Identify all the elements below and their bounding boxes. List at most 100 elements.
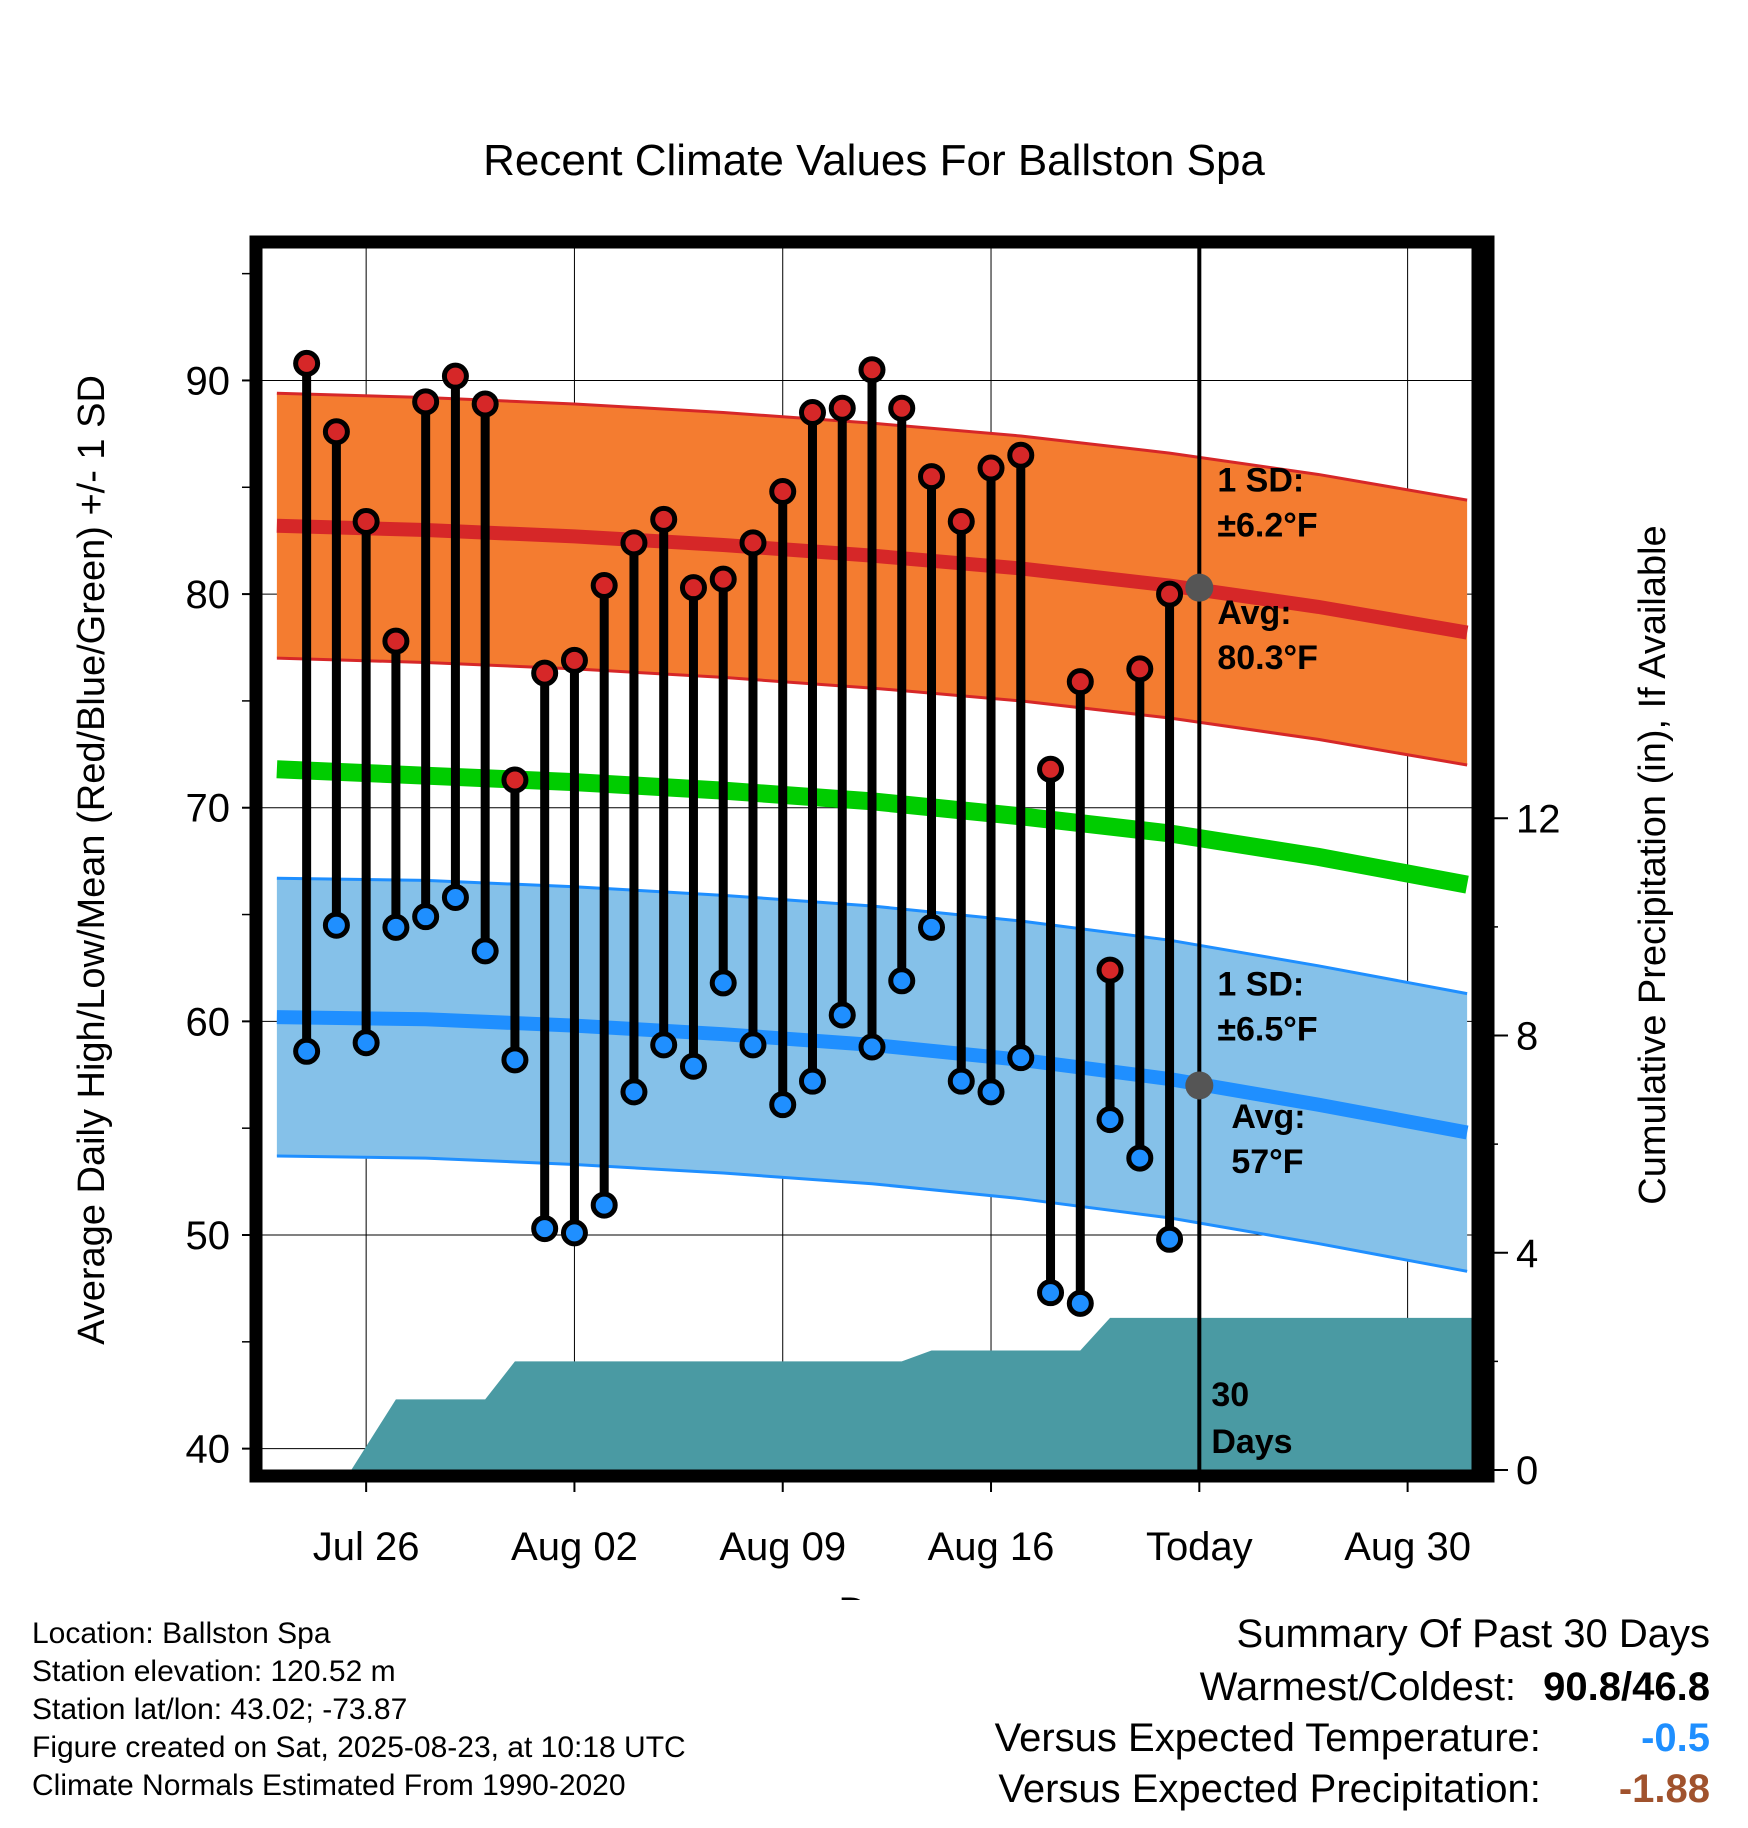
daily-low-point xyxy=(471,937,499,965)
daily-low-point xyxy=(709,969,737,997)
daily-high-point xyxy=(650,505,678,533)
daily-high-point xyxy=(977,454,1005,482)
daily-low-point xyxy=(412,903,440,931)
x-tick-label: Aug 30 xyxy=(1344,1525,1471,1569)
daily-high-point xyxy=(858,356,886,384)
daily-high-point xyxy=(739,529,767,557)
x-tick-label: Jul 26 xyxy=(313,1525,420,1569)
daily-low-point xyxy=(531,1215,559,1243)
annotation-low-sd: 1 SD: xyxy=(1217,966,1304,1004)
info-elevation: Station elevation: 120.52 m xyxy=(32,1655,396,1688)
daily-high-point xyxy=(590,572,618,600)
daily-high-point xyxy=(947,507,975,535)
daily-low-point xyxy=(650,1031,678,1059)
y2-tick-label: 12 xyxy=(1516,797,1561,841)
daily-low-point xyxy=(590,1191,618,1219)
info-created: Figure created on Sat, 2025-08-23, at 10… xyxy=(32,1731,686,1764)
summary-temp-label: Versus Expected Temperature: xyxy=(994,1716,1541,1760)
daily-high-point xyxy=(471,390,499,418)
chart-title: Recent Climate Values For Ballston Spa xyxy=(483,136,1265,185)
y-tick-label: 40 xyxy=(186,1428,231,1472)
daily-high-point xyxy=(293,349,321,377)
daily-high-point xyxy=(322,418,350,446)
daily-low-point xyxy=(1007,1044,1035,1072)
summary-title: Summary Of Past 30 Days xyxy=(1236,1612,1710,1656)
daily-low-point xyxy=(1037,1279,1065,1307)
daily-high-point xyxy=(1096,956,1124,984)
daily-high-point xyxy=(918,463,946,491)
summary-precip-value: -1.88 xyxy=(1618,1767,1710,1811)
daily-high-point xyxy=(1037,755,1065,783)
info-block: Location: Ballston Spa Station elevation… xyxy=(32,1615,686,1805)
daily-low-point xyxy=(858,1033,886,1061)
daily-low-point xyxy=(679,1052,707,1080)
info-latlon: Station lat/lon: 43.02; -73.87 xyxy=(32,1693,408,1726)
plot-area: 1 SD: ±6.2°F Avg: 80.3°F 1 SD: ±6.5°F Avg: 57°F… xyxy=(186,235,1561,1569)
y2-tick-label: 8 xyxy=(1516,1015,1538,1059)
x-tick-label: Aug 02 xyxy=(511,1525,638,1569)
x-tick-label: Aug 16 xyxy=(928,1525,1055,1569)
y-axis-label: Average Daily High/Low/Mean (Red/Blue/Gr… xyxy=(71,375,113,1345)
climate-chart: Recent Climate Values For Ballston Spa 1… xyxy=(71,136,1674,1600)
plot-frame xyxy=(249,235,1495,1483)
y-tick-label: 50 xyxy=(186,1214,231,1258)
summary-warmest: Warmest/Coldest: 90.8/46.8 xyxy=(1200,1665,1710,1710)
x-axis-label: Day xyxy=(838,1590,909,1600)
daily-high-point xyxy=(679,574,707,602)
daily-low-point xyxy=(620,1078,648,1106)
x-tick-label: Today xyxy=(1146,1525,1253,1569)
low-sd-lower-line xyxy=(276,1154,1468,1273)
daily-high-point xyxy=(828,394,856,422)
daily-high-point xyxy=(501,766,529,794)
daily-high-point xyxy=(1126,655,1154,683)
x-tick-label: Aug 09 xyxy=(719,1525,846,1569)
daily-low-point xyxy=(560,1219,588,1247)
daily-low-point xyxy=(1156,1225,1184,1253)
y-tick-label: 60 xyxy=(186,1000,231,1044)
today-high-avg-marker xyxy=(1185,573,1214,602)
summary-precip-label: Versus Expected Precipitation: xyxy=(998,1767,1541,1811)
daily-high-point xyxy=(1066,668,1094,696)
annotation-high-sd: 1 SD: xyxy=(1217,462,1304,500)
daily-low-point xyxy=(322,911,350,939)
daily-low-point xyxy=(382,913,410,941)
daily-high-point xyxy=(531,659,559,687)
annotation-low-sd-value: ±6.5°F xyxy=(1217,1011,1317,1049)
daily-low-point xyxy=(441,883,469,911)
daily-high-point xyxy=(709,565,737,593)
daily-high-point xyxy=(382,627,410,655)
info-normals: Climate Normals Estimated From 1990-2020 xyxy=(32,1769,626,1802)
daily-low-point xyxy=(293,1037,321,1065)
daily-low-point xyxy=(977,1078,1005,1106)
daily-high-point xyxy=(888,394,916,422)
annotation-precip-line2: Days xyxy=(1211,1423,1292,1461)
summary-precip: Versus Expected Precipitation: -1.88 xyxy=(998,1767,1710,1812)
daily-high-point xyxy=(560,646,588,674)
daily-high-point xyxy=(798,399,826,426)
y2-tick-label: 4 xyxy=(1516,1232,1538,1276)
y-tick-label: 70 xyxy=(186,787,231,831)
summary-temp-value: -0.5 xyxy=(1641,1716,1710,1760)
daily-high-point xyxy=(620,529,648,557)
daily-low-point xyxy=(769,1091,797,1119)
daily-low-point xyxy=(1126,1144,1154,1172)
summary-warmest-value: 90.8/46.8 xyxy=(1543,1665,1710,1709)
daily-low-point xyxy=(352,1029,380,1057)
daily-low-point xyxy=(1066,1289,1094,1317)
annotation-precip-line1: 30 xyxy=(1211,1376,1249,1414)
annotation-low-avg-value: 57°F xyxy=(1231,1143,1303,1181)
info-location: Location: Ballston Spa xyxy=(32,1617,331,1650)
daily-low-point xyxy=(828,1001,856,1029)
today-low-avg-marker xyxy=(1185,1071,1214,1100)
y2-axis-label: Cumulative Precipitation (in), If Availa… xyxy=(1632,525,1674,1204)
daily-low-point xyxy=(918,913,946,941)
daily-high-point xyxy=(412,388,440,416)
daily-high-point xyxy=(769,478,797,506)
y-tick-label: 80 xyxy=(186,573,231,617)
daily-low-point xyxy=(888,967,916,995)
summary-warmest-label: Warmest/Coldest: xyxy=(1199,1665,1517,1709)
daily-low-point xyxy=(798,1067,826,1095)
daily-low-point xyxy=(947,1067,975,1095)
summary-temp: Versus Expected Temperature: -0.5 xyxy=(995,1716,1710,1761)
daily-high-point xyxy=(441,362,469,390)
